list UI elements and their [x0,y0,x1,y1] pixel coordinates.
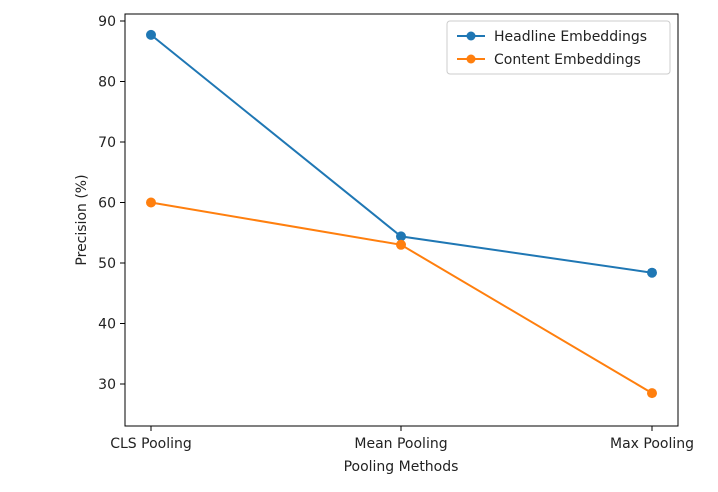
legend-label-headline: Headline Embeddings [494,29,647,45]
legend-marker-headline [466,31,476,41]
data-point [647,267,657,278]
legend-box [446,20,671,75]
y-tick-label: 70 [98,135,116,151]
plot-area-frame [124,13,679,427]
legend-label-content: Content Embeddings [494,52,641,68]
x-tick-label: Mean Pooling [354,436,447,452]
y-tick-label: 60 [98,196,116,212]
y-axis-label: Precision (%) [74,174,90,265]
legend: Headline Embeddings Content Embeddings [446,20,671,75]
y-tick-label: 30 [98,377,116,393]
data-point [146,197,156,208]
x-tick-label: CLS Pooling [110,436,192,452]
y-tick-label: 80 [98,75,116,91]
data-point [396,231,406,242]
x-tick-label: Max Pooling [610,436,694,452]
legend-marker-content [466,54,476,64]
y-tick-label: 40 [98,317,116,333]
x-axis-label: Pooling Methods [344,459,459,475]
y-tick-label: 90 [98,14,116,30]
y-tick-label: 50 [98,256,116,272]
data-point [146,29,156,40]
data-point [647,388,657,399]
y-axis: 30 40 50 60 70 80 90 [98,14,125,393]
x-axis: CLS Pooling Mean Pooling Max Pooling [110,426,694,452]
data-point [396,239,406,250]
series-layer [146,29,657,399]
